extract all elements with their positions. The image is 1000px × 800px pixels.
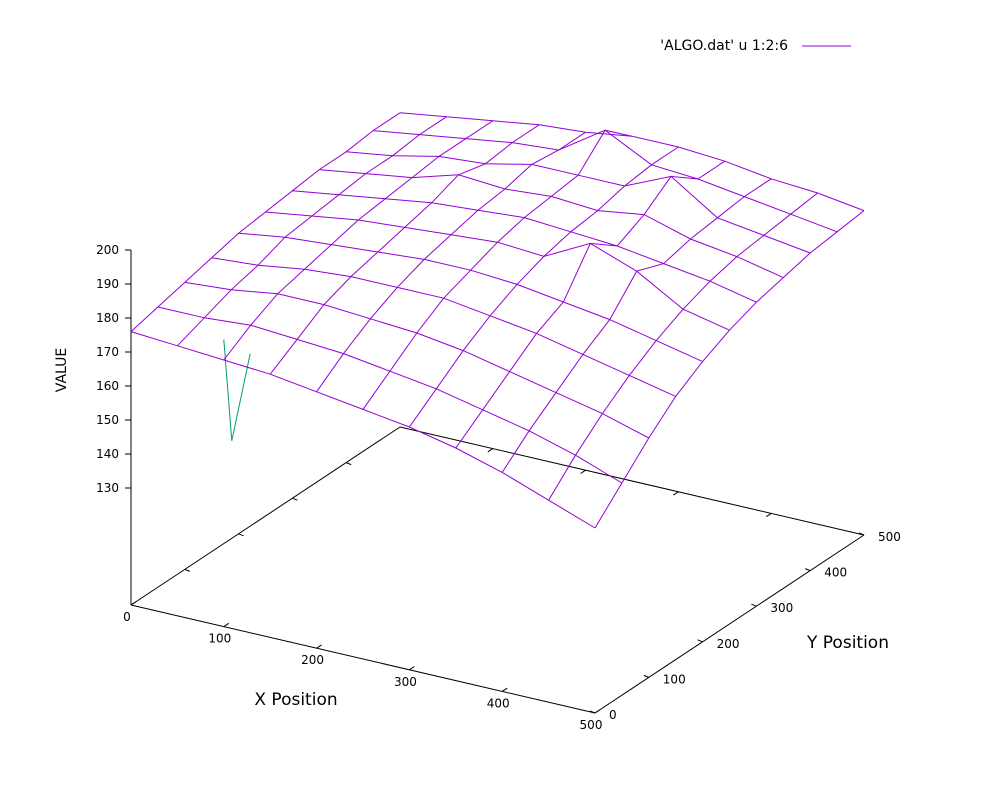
x-tick-mark xyxy=(409,666,415,671)
x-tick-label: 400 xyxy=(487,696,510,710)
z-tick-label: 130 xyxy=(96,481,119,495)
x-tick-label: 0 xyxy=(123,610,131,624)
y-tick-label: 500 xyxy=(878,530,901,544)
surface-gridline-y xyxy=(292,190,757,303)
surface-gridline-y xyxy=(211,257,676,397)
y-axis-line xyxy=(594,534,865,714)
z-tick-label: 140 xyxy=(96,447,119,461)
underside-segment xyxy=(223,339,251,441)
y-tick-label: 0 xyxy=(609,708,617,722)
surface-gridline-y xyxy=(319,169,784,279)
axes-layer: 130 140 150 160 170 180 190 200 0 100 200 300 400 500… xyxy=(96,243,901,732)
z-tick-label: 200 xyxy=(96,243,119,257)
surface-gridline-y xyxy=(157,306,623,484)
back-x-tick-mark xyxy=(673,491,679,496)
surface-gridline-y xyxy=(265,211,730,331)
surface-gridline-x xyxy=(362,129,633,410)
legend-entry-label: 'ALGO.dat' u 1:2:6 xyxy=(660,38,788,54)
y-tick-label: 200 xyxy=(717,637,740,651)
y-tick-mark xyxy=(858,532,865,536)
y-tick-mark xyxy=(589,710,596,714)
y-tick-mark xyxy=(643,674,649,678)
back-y-tick-mark xyxy=(238,533,244,537)
surface-gridline-x xyxy=(455,160,726,449)
back-y-axis-line xyxy=(130,426,401,606)
back-x-axis-line xyxy=(399,426,865,536)
y-tick-label: 400 xyxy=(824,566,847,580)
surface-gridline-x xyxy=(408,146,679,428)
back-x-tick-mark xyxy=(765,512,772,518)
x-tick-label: 200 xyxy=(301,653,324,667)
x-tick-mark xyxy=(223,622,230,628)
y-tick-mark xyxy=(697,639,703,643)
x-tick-label: 300 xyxy=(394,675,417,689)
back-y-tick-mark xyxy=(292,497,298,501)
surface-gridline-x xyxy=(548,192,818,501)
back-x-tick-mark xyxy=(487,448,494,453)
zlabel: VALUE xyxy=(54,348,70,392)
z-tick-label: 160 xyxy=(96,379,119,393)
y-tick-label: 300 xyxy=(770,601,793,615)
x-axis-line xyxy=(130,604,596,714)
z-tick-label: 190 xyxy=(96,277,119,291)
x-tick-label: 500 xyxy=(580,718,603,732)
back-y-tick-mark xyxy=(346,462,352,466)
x-tick-mark xyxy=(501,687,508,692)
surface-gridline-x xyxy=(269,124,540,375)
z-tick-label: 170 xyxy=(96,345,119,359)
x-tick-label: 100 xyxy=(208,632,231,646)
surface-gridline-x xyxy=(177,116,447,347)
surface-layer xyxy=(130,112,865,529)
y-tick-mark xyxy=(805,568,811,572)
surface-gridline-x xyxy=(130,112,401,332)
y-tick-mark xyxy=(751,603,757,607)
z-tick-label: 180 xyxy=(96,311,119,325)
x-tick-mark xyxy=(594,709,601,714)
surface-gridline-x xyxy=(501,178,772,473)
labels-layer: VALUE X Position Y Position xyxy=(54,348,889,710)
legend: 'ALGO.dat' u 1:2:6 xyxy=(660,38,851,54)
z-tick-label: 150 xyxy=(96,413,119,427)
back-x-tick-mark xyxy=(580,469,586,474)
xlabel: X Position xyxy=(254,690,337,710)
y-tick-label: 100 xyxy=(663,672,686,686)
back-y-tick-mark xyxy=(184,568,190,572)
surface-gridline-x xyxy=(223,120,494,361)
surface-gridline-x xyxy=(316,131,586,393)
surface-gridline-x xyxy=(594,210,865,529)
ylabel: Y Position xyxy=(806,633,889,653)
x-tick-mark xyxy=(316,644,322,649)
x-tick-mark xyxy=(130,601,137,606)
